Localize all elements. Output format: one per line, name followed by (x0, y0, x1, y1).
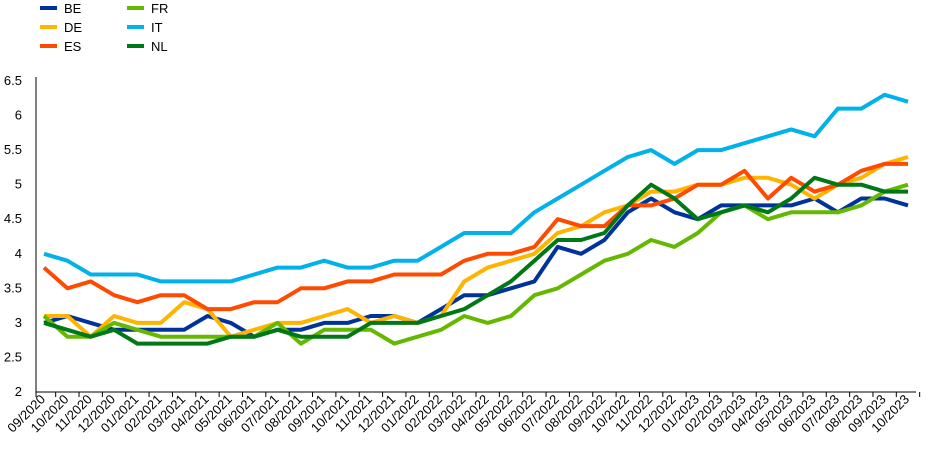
y-tick-label: 3 (15, 315, 22, 330)
legend-label-it: IT (151, 20, 163, 35)
series-line-be (43, 196, 909, 339)
legend-label-fr: FR (151, 1, 168, 16)
y-tick-label: 2.5 (4, 349, 22, 364)
legend-label-de: DE (64, 20, 82, 35)
y-tick-label: 2 (15, 384, 22, 399)
y-tick-label: 4 (15, 246, 22, 261)
series-line-fr (42, 182, 909, 346)
series-line-es (42, 161, 908, 312)
legend-label-es: ES (64, 39, 82, 54)
y-tick-label: 5.5 (4, 142, 22, 157)
x-axis: 09/202010/202011/202012/202001/202102/20… (4, 391, 921, 435)
y-tick-label: 6 (15, 108, 22, 123)
y-tick-label: 5 (15, 177, 22, 192)
legend: BE DE ES FR IT NL (40, 1, 168, 54)
plot-area (42, 92, 909, 346)
y-tick-label: 3.5 (4, 280, 22, 295)
y-tick-label: 6.5 (4, 73, 22, 88)
series-line-de (44, 155, 909, 339)
y-axis: 2 2.5 3 3.5 4 4.5 5 5.5 6 6.5 (4, 73, 37, 399)
legend-label-nl: NL (151, 39, 168, 54)
y-tick-label: 4.5 (4, 211, 22, 226)
series-line-nl (43, 175, 908, 346)
series-line-it (43, 92, 909, 284)
legend-label-be: BE (64, 1, 82, 16)
